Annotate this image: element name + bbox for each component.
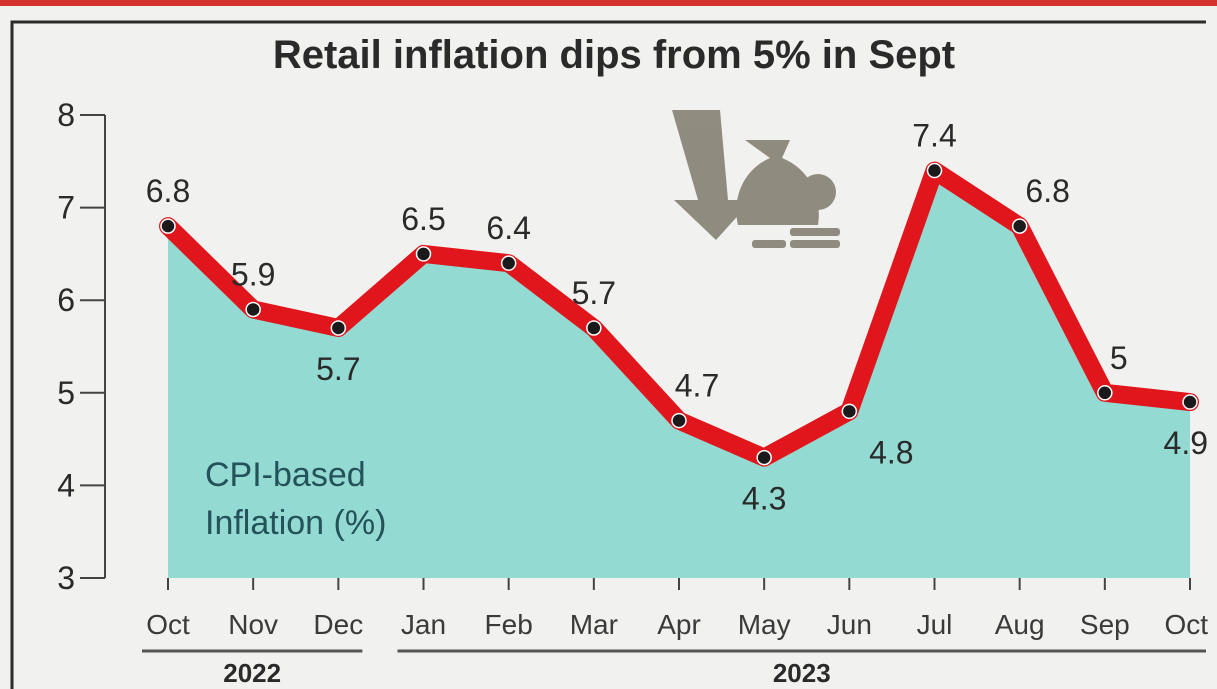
data-label: 5.9 bbox=[231, 256, 275, 292]
x-tick-label: Mar bbox=[570, 609, 618, 640]
y-tick-label: 8 bbox=[57, 97, 75, 133]
data-label: 5.7 bbox=[572, 275, 616, 311]
data-point bbox=[841, 403, 858, 420]
y-axis: 3 4 5 6 7 8 bbox=[57, 97, 106, 596]
coin-stack-1 bbox=[790, 228, 840, 236]
header-accent-strip bbox=[0, 0, 1217, 6]
x-tick-label: Jan bbox=[401, 609, 446, 640]
data-point bbox=[330, 320, 347, 336]
y-tick-label: 4 bbox=[57, 467, 75, 503]
year-groups: 2022 2023 bbox=[142, 649, 1206, 688]
year-group-label: 2022 bbox=[223, 658, 281, 688]
chart-title: Retail inflation dips from 5% in Sept bbox=[273, 33, 955, 77]
money-bag-down-arrow-icon bbox=[672, 110, 840, 248]
data-point bbox=[1097, 385, 1113, 401]
cpi-annotation-line1: CPI-based bbox=[205, 456, 366, 494]
y-tick-label: 3 bbox=[57, 560, 75, 596]
x-tick-label: Feb bbox=[485, 609, 533, 640]
data-point bbox=[415, 246, 432, 262]
data-point bbox=[926, 162, 943, 179]
data-point bbox=[1182, 394, 1198, 410]
data-label: 6.4 bbox=[486, 210, 530, 246]
data-point bbox=[671, 412, 687, 429]
data-label: 6.8 bbox=[146, 173, 190, 209]
data-label: 5.7 bbox=[316, 351, 360, 387]
inflation-area bbox=[168, 170, 1190, 578]
data-label: 6.5 bbox=[401, 201, 445, 237]
y-tick-label: 6 bbox=[57, 282, 75, 318]
data-label: 7.4 bbox=[912, 118, 956, 154]
data-label: 4.9 bbox=[1164, 425, 1208, 461]
data-labels: 6.8 5.9 5.7 6.5 6.4 5.7 4.7 4.3 4.8 7.4 6.8 5 4.9 bbox=[146, 118, 1208, 517]
coin-stack-3 bbox=[752, 240, 786, 248]
x-tick-label: Jul bbox=[917, 609, 953, 640]
x-tick-label: Dec bbox=[313, 609, 363, 640]
x-tick-label: Oct bbox=[146, 609, 190, 640]
x-tick-label: Apr bbox=[657, 609, 701, 640]
data-label: 4.3 bbox=[742, 481, 786, 517]
cpi-annotation-line2: Inflation (%) bbox=[205, 504, 386, 542]
coin-stack-2 bbox=[790, 240, 840, 248]
chart-frame bbox=[10, 20, 1206, 689]
y-tick-label: 7 bbox=[57, 190, 75, 226]
down-arrow-shape bbox=[672, 110, 752, 240]
money-bag-shape bbox=[736, 140, 819, 225]
y-tick-label: 5 bbox=[57, 375, 75, 411]
x-tick-label: May bbox=[738, 609, 791, 640]
x-tick-label: Nov bbox=[228, 609, 278, 640]
data-point bbox=[756, 449, 772, 466]
data-point bbox=[586, 320, 602, 336]
data-point bbox=[160, 218, 176, 234]
x-axis: Oct Nov Dec Jan Feb Mar Apr May Jun Jul Aug Sep Oct bbox=[146, 578, 1208, 640]
data-points bbox=[160, 162, 1198, 466]
data-label: 4.7 bbox=[675, 368, 719, 404]
data-label: 5 bbox=[1110, 340, 1128, 376]
data-label: 4.8 bbox=[869, 434, 913, 470]
data-point bbox=[1011, 218, 1028, 234]
x-tick-label: Oct bbox=[1164, 609, 1208, 640]
data-point bbox=[245, 301, 261, 318]
x-tick-label: Aug bbox=[995, 609, 1045, 640]
x-tick-label: Sep bbox=[1080, 609, 1130, 640]
year-group-label: 2023 bbox=[773, 658, 831, 688]
rupee-coin-shape bbox=[800, 174, 836, 210]
x-tick-label: Jun bbox=[827, 609, 872, 640]
data-point bbox=[500, 255, 517, 271]
data-label: 6.8 bbox=[1025, 173, 1069, 209]
